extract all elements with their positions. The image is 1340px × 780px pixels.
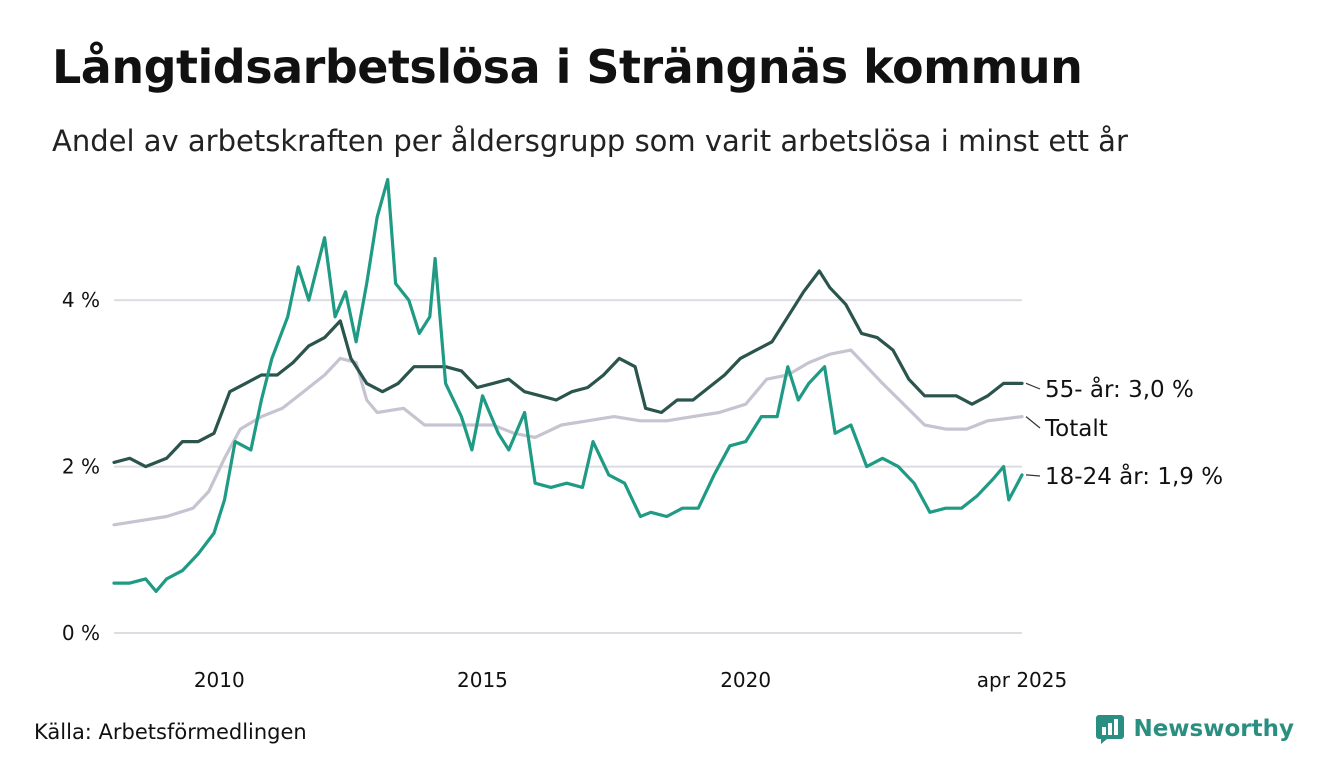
end-label-connector xyxy=(1025,474,1041,477)
x-axis-labels: 2010 2015 2020 apr 2025 xyxy=(194,668,1067,692)
y-tick-label: 0 % xyxy=(62,621,100,645)
x-tick-label: 2020 xyxy=(720,668,771,692)
chart-subtitle: Andel av arbetskraften per åldersgrupp s… xyxy=(52,124,1128,158)
series-end-label: Totalt xyxy=(1044,416,1108,442)
brand-name: Newsworthy xyxy=(1133,716,1294,742)
source-note: Källa: Arbetsförmedlingen xyxy=(34,720,307,744)
x-tick-label: 2010 xyxy=(194,668,245,692)
newsworthy-logo-icon xyxy=(1096,715,1125,744)
series-lines xyxy=(112,177,1024,593)
x-tick-label: 2015 xyxy=(457,668,508,692)
y-tick-label: 4 % xyxy=(62,288,100,312)
series-line-0 xyxy=(112,269,1024,469)
series-end-label: 55- år: 3,0 % xyxy=(1045,375,1194,403)
x-tick-label: apr 2025 xyxy=(977,668,1067,692)
y-axis-labels: 0 % 2 % 4 % xyxy=(62,288,100,645)
series-end-labels: 55- år: 3,0 % Totalt 18-24 år: 1,9 % xyxy=(1025,375,1223,490)
brand-logo[interactable]: Newsworthy xyxy=(1095,714,1294,744)
series-line-2 xyxy=(112,177,1024,593)
end-label-connector xyxy=(1025,416,1041,429)
chart-title: Långtidsarbetslösa i Strängnäs kommun xyxy=(52,40,1083,94)
y-tick-label: 2 % xyxy=(62,455,100,479)
end-label-connector xyxy=(1025,382,1041,390)
grid-lines xyxy=(114,299,1022,634)
series-line-1 xyxy=(112,348,1024,527)
series-end-label: 18-24 år: 1,9 % xyxy=(1045,462,1223,490)
